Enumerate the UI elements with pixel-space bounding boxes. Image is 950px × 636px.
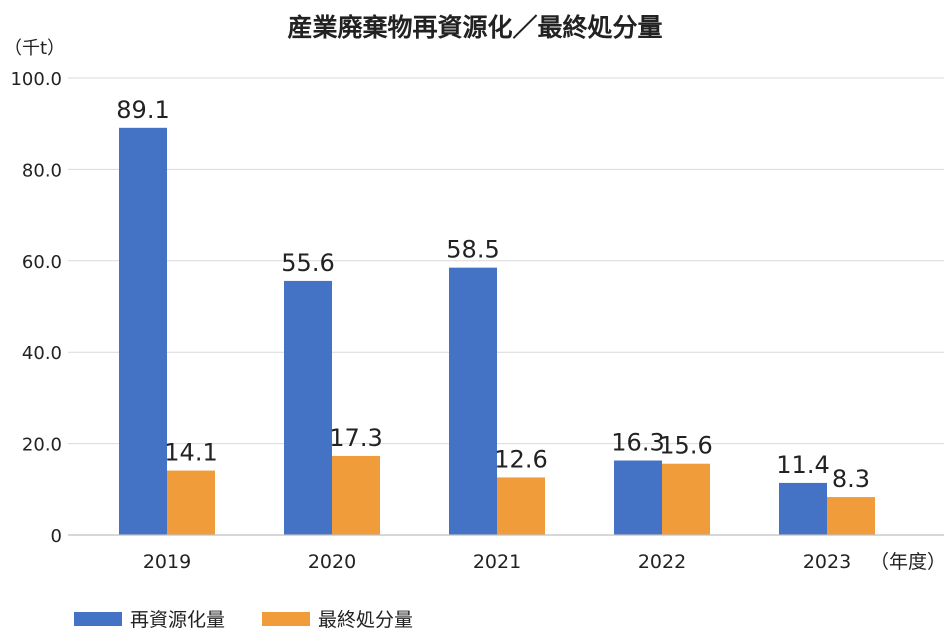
legend-label: 再資源化量 bbox=[130, 609, 225, 631]
bar-recycled-2023 bbox=[779, 482, 827, 535]
x-tick-label: 2022 bbox=[638, 551, 686, 573]
y-tick-label: 100.0 bbox=[10, 69, 62, 90]
legend: 再資源化量 最終処分量 bbox=[74, 609, 413, 631]
data-label: 11.4 bbox=[776, 451, 829, 479]
bar-final-disposal-2023 bbox=[827, 497, 875, 535]
y-tick-label: 80.0 bbox=[22, 160, 62, 181]
y-axis-ticks: 0 20.0 40.0 60.0 80.0 100.0 bbox=[10, 69, 62, 547]
x-tick-label: 2021 bbox=[473, 551, 521, 573]
x-axis-unit-label: （年度） bbox=[870, 551, 946, 573]
data-label: 8.3 bbox=[832, 465, 870, 493]
bar-recycled-2020 bbox=[284, 280, 332, 535]
y-tick-label: 60.0 bbox=[22, 252, 62, 273]
legend-label: 最終処分量 bbox=[318, 609, 413, 631]
x-tick-label: 2020 bbox=[308, 551, 356, 573]
bars bbox=[119, 127, 875, 536]
data-label: 14.1 bbox=[164, 439, 217, 467]
gridlines bbox=[68, 77, 944, 445]
data-label: 16.3 bbox=[611, 429, 664, 457]
data-labels: 89.1 14.1 55.6 17.3 58.5 12.6 16.315.6 11.48.3 bbox=[116, 96, 870, 493]
bar-final-disposal-2020 bbox=[332, 455, 380, 535]
y-axis-unit-label: （千t） bbox=[4, 38, 65, 59]
data-label: 15.6 bbox=[659, 432, 712, 460]
data-label: 12.6 bbox=[494, 445, 547, 473]
x-axis-ticks: 2019 2020 2021 2022 2023 bbox=[143, 551, 851, 573]
data-label: 55.6 bbox=[281, 249, 334, 277]
bar-recycled-2022 bbox=[614, 460, 662, 535]
data-label: 17.3 bbox=[329, 424, 382, 452]
bar-final-disposal-2022 bbox=[662, 463, 710, 535]
data-label: 58.5 bbox=[446, 236, 499, 264]
x-tick-label: 2019 bbox=[143, 551, 191, 573]
bar-recycled-2021 bbox=[449, 267, 497, 535]
legend-swatch bbox=[74, 612, 122, 626]
bar-final-disposal-2021 bbox=[497, 477, 545, 535]
y-tick-label: 0 bbox=[51, 526, 62, 547]
bar-recycled-2019 bbox=[119, 127, 167, 536]
bar-final-disposal-2019 bbox=[167, 470, 215, 535]
x-tick-label: 2023 bbox=[803, 551, 851, 573]
chart-title: 産業廃棄物再資源化／最終処分量 bbox=[287, 13, 662, 42]
data-label: 89.1 bbox=[116, 96, 169, 124]
legend-swatch bbox=[262, 612, 310, 626]
y-tick-label: 20.0 bbox=[22, 435, 62, 456]
y-tick-label: 40.0 bbox=[22, 343, 62, 364]
